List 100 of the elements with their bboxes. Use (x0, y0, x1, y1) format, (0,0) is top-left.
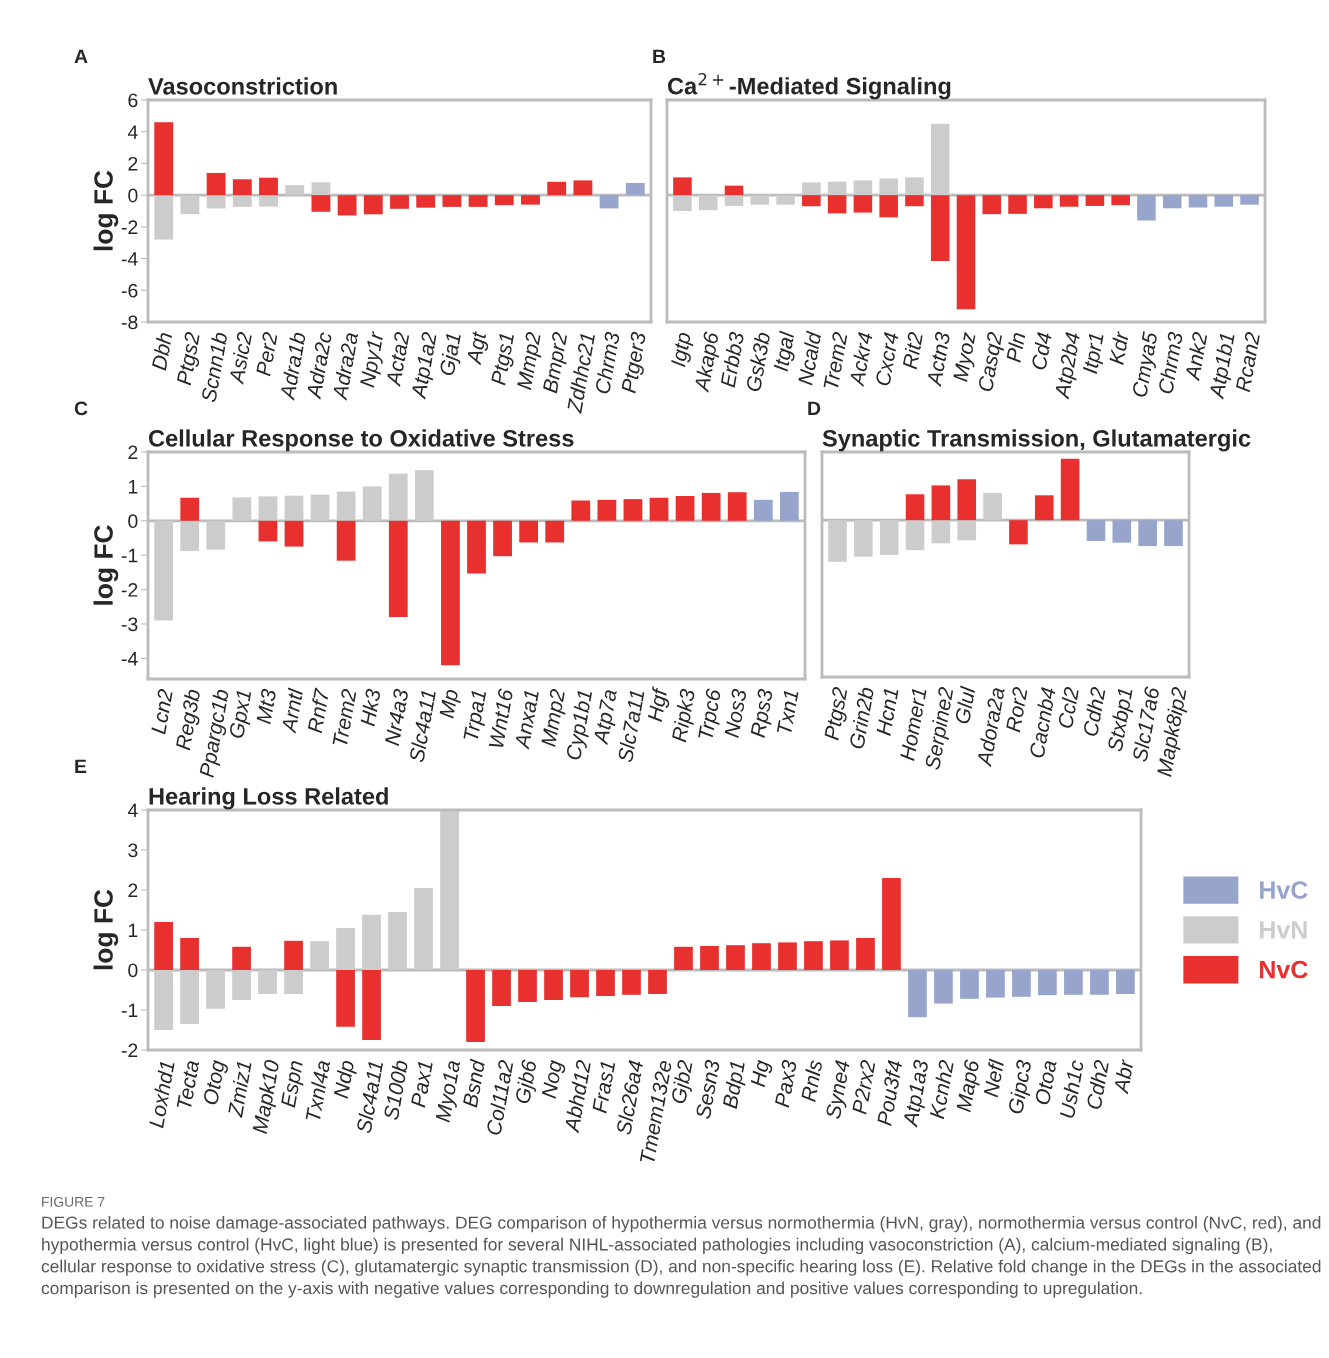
x-tick-label: Slc7a11 (617, 689, 645, 763)
x-tick-label: Chrm3 (594, 331, 620, 395)
x-tick-label: Bdp1 (721, 1060, 749, 1110)
x-tick-label: Zdhhc21 (566, 332, 596, 414)
x-tick-label: Nefl (982, 1058, 1005, 1098)
y-tick-label: 0 (128, 188, 138, 203)
x-tick-label: Gjb6 (514, 1059, 541, 1105)
x-tick-label: S100b (382, 1059, 409, 1121)
x-tick-label: Cyp1b1 (565, 689, 593, 761)
x-tick-label: Hk3 (359, 688, 381, 727)
y-tick-label: -8 (121, 315, 138, 330)
x-tick-label: Atp1a3 (902, 1059, 929, 1128)
y-tick-label: 1 (128, 923, 138, 938)
text: E (75, 759, 87, 774)
x-tick-label: Chrm3 (1157, 331, 1184, 395)
text: D (808, 401, 821, 416)
x-tick-label: Slc4a11 (408, 689, 436, 763)
y-tick-label: -2 (121, 583, 138, 597)
y-tick-label: 6 (128, 93, 138, 108)
y-tick-label: 1 (128, 480, 138, 494)
x-tick-label: Gja1 (438, 332, 465, 377)
y-tick-label: 0 (128, 514, 138, 529)
x-tick-label: Cmya5 (1131, 331, 1158, 398)
x-tick-label: Rnf7 (306, 687, 330, 734)
y-tick-label: -4 (121, 252, 138, 266)
x-tick-label: Cdh2 (1085, 1059, 1110, 1110)
x-tick-label: Anxa1 (514, 689, 539, 750)
legend-label: NvC (1260, 960, 1308, 979)
legend-label: HvC (1260, 881, 1308, 899)
y-tick-label: -4 (121, 652, 138, 666)
x-tick-label: Adora2a (976, 686, 1005, 768)
x-tick-label: Cacnb4 (1028, 686, 1056, 759)
x-tick-label: Pax3 (774, 1059, 798, 1108)
x-tick-label: Ptgs2 (176, 331, 201, 386)
y-tick-label: -2 (121, 220, 138, 234)
y-tick-label: 3 (128, 843, 138, 858)
x-tick-label: P2rx2 (851, 1059, 876, 1115)
y-tick-label: -3 (121, 617, 138, 632)
y-axis-title: log FC (93, 889, 119, 970)
y-tick-label: 2 (128, 156, 138, 171)
x-tick-label: Col11a2 (485, 1059, 514, 1136)
chart-title: Ca$^{2+}$-Mediated Signaling (667, 72, 951, 100)
y-tick-label: 4 (127, 803, 138, 818)
x-tick-label: Kcnh2 (928, 1059, 955, 1120)
x-tick-label: Cdh2 (1082, 686, 1106, 737)
x-tick-label: Txn1 (776, 689, 799, 735)
y-tick-label: 2 (128, 883, 138, 898)
y-tick-label: -6 (121, 283, 138, 298)
x-tick-label: Loxhd1 (148, 1060, 175, 1129)
y-tick-label: 4 (127, 125, 138, 139)
x-tick-label: Agt (466, 330, 491, 367)
x-tick-label: Fras1 (592, 1060, 616, 1114)
x-tick-label: Mp (439, 688, 463, 720)
x-tick-label: Actn3 (926, 331, 951, 388)
x-tick-label: Hgf (646, 686, 672, 723)
x-tick-label: Kdr (1108, 330, 1130, 365)
x-tick-label: Itpr1 (1082, 332, 1108, 375)
x-tick-label: Rnls (800, 1059, 823, 1103)
x-tick-label: Asic2 (228, 331, 253, 385)
x-tick-label: Map6 (956, 1059, 984, 1114)
y-axis-title: log FC (93, 525, 119, 605)
x-tick-label: Nr4a3 (384, 688, 409, 746)
text: B (653, 49, 666, 64)
x-tick-label: Cxcr4 (875, 331, 899, 387)
x-tick-label: Ncald (797, 330, 822, 386)
x-tick-label: Atp1b1 (1209, 332, 1235, 400)
x-tick-label: Scnn1b (200, 331, 228, 403)
x-tick-label: Bsnd (461, 1058, 486, 1108)
x-tick-label: Rps3 (750, 688, 778, 739)
x-tick-label: Trem2 (823, 331, 848, 390)
x-tick-label: Tecta (176, 1059, 200, 1110)
text: DEGs related to noise damage-associated pathways. DEG comparison of hypothermia versus normothermia (HvN, gray), normothermia versus control (NvC, red), and hypothermia versus control (HvC, light blue) is presented for several NIHL-associated pathologies including vasoconstriction (A), calcium-mediated signaling (B), cellular response to oxidative stress (C), glutamatergic synaptic transmission (D), and non-specific hearing loss (E). Relative fold change in the DEGs in the associated comparison is presented on the y-axis with negative values corresponding to downregulation and positive values corresponding to upregulation. (41, 1216, 1321, 1298)
x-tick-label: Grin2b (848, 686, 875, 750)
x-tick-label: Hcn1 (876, 687, 899, 736)
x-tick-label: Erbb3 (719, 331, 745, 388)
x-tick-label: Pln (1005, 331, 1026, 363)
x-tick-label: Myoz (952, 332, 977, 383)
x-tick-label: Gpx1 (228, 689, 256, 740)
x-tick-label: Adra2a (331, 331, 359, 401)
x-tick-label: Nog (541, 1059, 567, 1100)
x-tick-label: Igtp (670, 331, 695, 368)
chart-title: Hearing Loss Related (149, 787, 388, 810)
x-tick-label: Ank2 (1184, 331, 1208, 382)
x-tick-label: Sesn3 (695, 1059, 721, 1120)
x-tick-label: Acta2 (385, 331, 410, 388)
x-tick-label: Otog (202, 1059, 230, 1106)
x-tick-label: Trem2 (332, 688, 357, 747)
x-tick-label: Wnt16 (488, 688, 514, 749)
y-tick-label: -1 (121, 1003, 138, 1018)
x-tick-label: Lcn2 (150, 688, 174, 735)
x-tick-label: Otoa (1034, 1059, 1057, 1106)
x-tick-label: Nos3 (724, 688, 747, 738)
x-tick-label: Npy1r (359, 330, 388, 389)
x-tick-label: Rit2 (901, 331, 924, 370)
x-tick-label: Ush1c (1058, 1059, 1085, 1119)
x-tick-label: Ackr4 (848, 331, 873, 388)
x-tick-label: Gsk3b (745, 331, 771, 392)
y-axis-title: log FC (93, 170, 119, 251)
y-tick-label: 0 (128, 963, 138, 978)
text: C (74, 401, 88, 416)
